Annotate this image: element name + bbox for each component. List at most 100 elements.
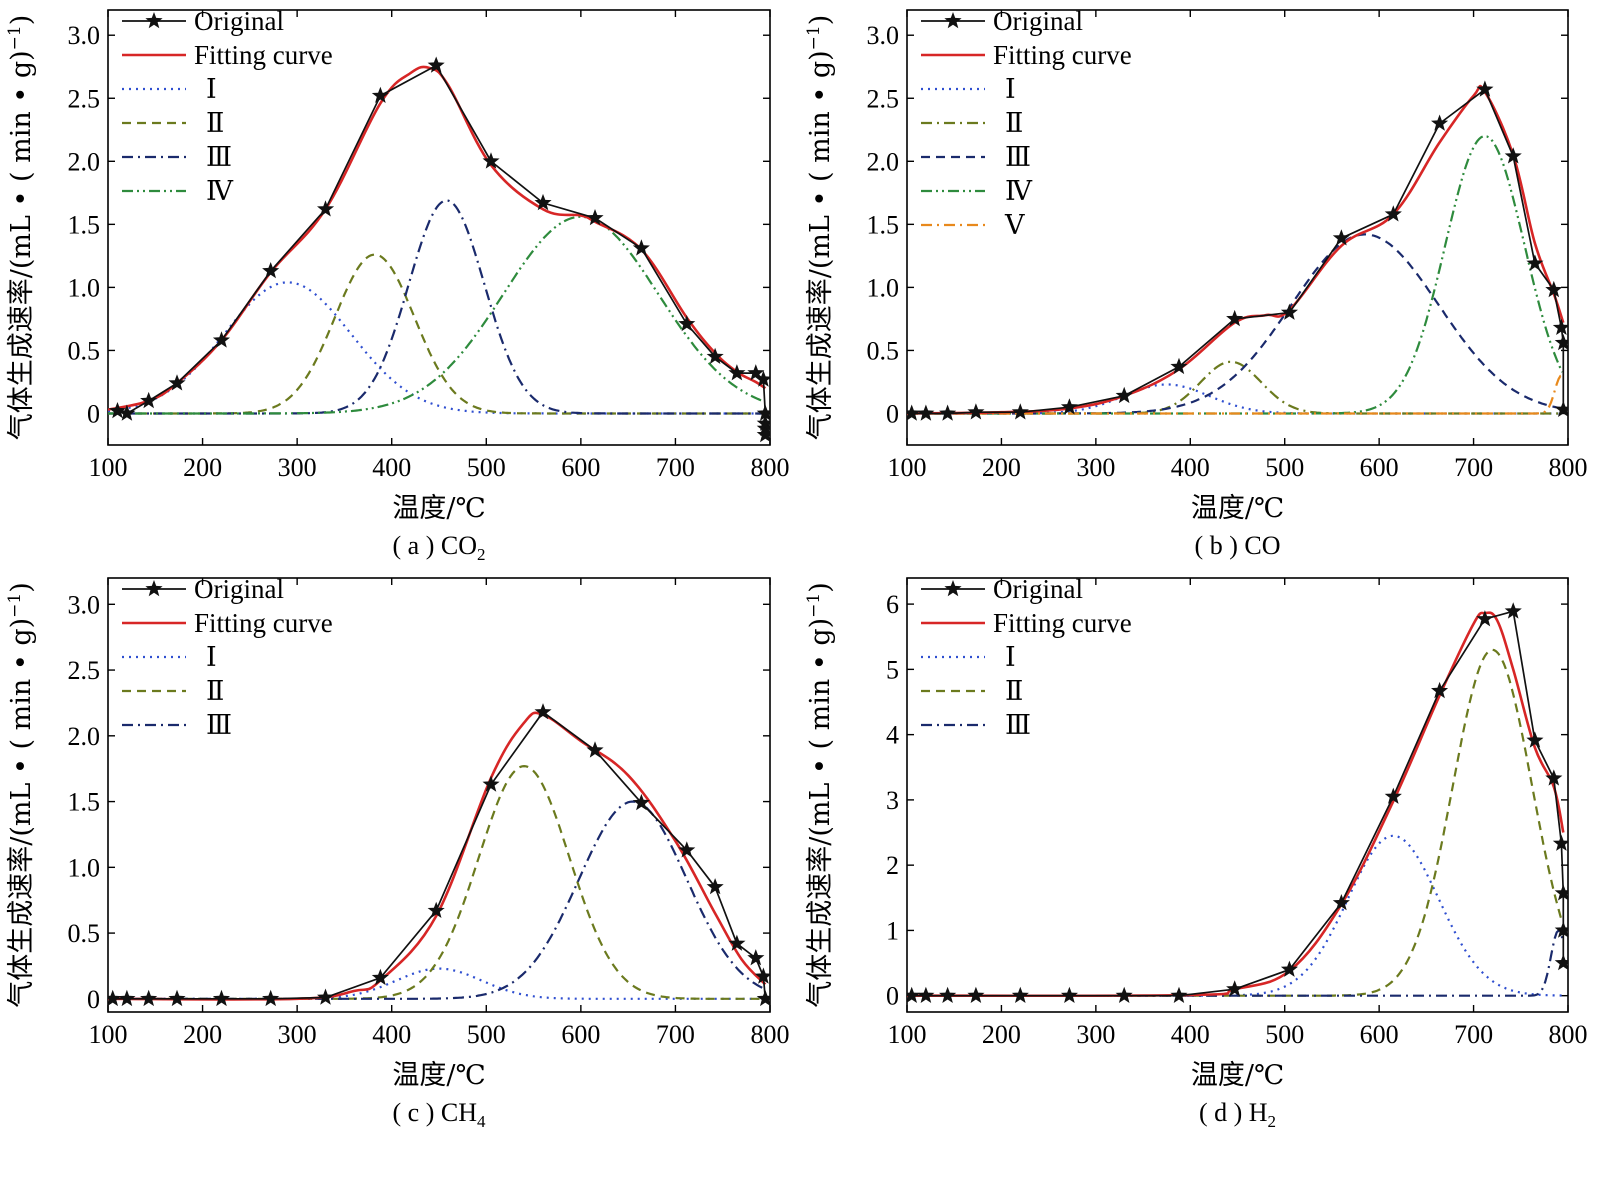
y-tick-label: 1.0 [867, 273, 900, 302]
x-axis-label: 温度/℃ [1191, 1060, 1284, 1091]
x-tick-label: 400 [372, 453, 411, 482]
y-tick-label: 1.5 [68, 210, 101, 239]
original-point [1554, 921, 1568, 938]
legend-label: Ⅴ [1004, 210, 1025, 240]
chart-panel-2: 100 200 300 400 500 600 700 800 0 0.5 1.0 1.5 2.0 2.5… [804, 6, 1588, 560]
legend-label: Ⅰ [1005, 642, 1016, 672]
x-tick-label: 200 [183, 1020, 222, 1049]
original-point [1060, 398, 1078, 415]
original-point [756, 989, 770, 1007]
x-tick-label: 600 [1360, 453, 1399, 482]
x-tick-label: 800 [751, 1020, 790, 1049]
original-point [427, 56, 445, 73]
original-point [1526, 731, 1544, 748]
component-curve-Ⅴ [907, 374, 1563, 415]
component-curve-Ⅰ [108, 281, 765, 415]
y-tick-label: 2.5 [867, 84, 900, 113]
legend-label: Ⅲ [1005, 142, 1031, 172]
plot-area [108, 703, 770, 1007]
legend-label: Ⅲ [206, 142, 232, 172]
component-curve-Ⅳ [108, 215, 765, 415]
x-axis-label: 温度/℃ [392, 493, 485, 524]
y-tick-label: 2.5 [68, 84, 101, 113]
y-tick-label: 0 [886, 982, 899, 1011]
legend-star-original [145, 12, 163, 29]
y-tick-label: 0.5 [68, 336, 101, 365]
original-point [1115, 986, 1133, 1003]
legend-star-original [944, 12, 962, 29]
plot-area [108, 56, 770, 443]
x-tick-label: 500 [467, 1020, 506, 1049]
chart-panel-3: 100 200 300 400 500 600 700 800 0 0.5 1.0 1.5 2.0 2.5… [5, 574, 790, 1131]
x-tick-label: 600 [1360, 1020, 1399, 1049]
x-tick-label: 700 [656, 1020, 695, 1049]
x-tick-label: 800 [751, 453, 790, 482]
original-point [632, 239, 650, 256]
original-point [1504, 147, 1522, 164]
original-point [168, 989, 186, 1007]
y-tick-label: 1 [886, 916, 899, 945]
original-point [534, 703, 552, 720]
original-point [212, 989, 230, 1007]
y-tick-label: 0.5 [867, 336, 900, 365]
legend-label: Ⅳ [206, 176, 234, 206]
x-tick-label: 100 [888, 1020, 927, 1049]
x-tick-label: 500 [1265, 453, 1304, 482]
legend-star-original [944, 580, 962, 597]
component-curve-Ⅲ [108, 800, 765, 1000]
original-line [117, 64, 767, 435]
original-point [706, 347, 724, 364]
legend-label: Ⅲ [206, 710, 232, 740]
y-tick-label: 3.0 [68, 590, 101, 619]
original-point [1226, 309, 1244, 327]
original-point [1170, 986, 1188, 1003]
legend: Original Fitting curve Ⅰ Ⅱ Ⅲ Ⅳ Ⅴ [921, 6, 1132, 240]
y-tick-label: 2.5 [68, 656, 101, 685]
y-tick-label: 2.0 [68, 722, 101, 751]
original-point [1332, 894, 1350, 911]
original-point [482, 152, 500, 169]
y-tick-label: 0 [87, 399, 100, 428]
y-tick-label: 0 [87, 985, 100, 1014]
original-point [1170, 357, 1188, 375]
component-curve-Ⅰ [907, 834, 1563, 997]
legend-label: Ⅲ [1005, 710, 1031, 740]
y-axis-label: 气体生成速率/(mL • ( min • g)−1) [5, 582, 37, 1008]
x-tick-label: 200 [183, 453, 222, 482]
original-point [1554, 954, 1568, 971]
plot-area [907, 602, 1568, 1003]
legend: Original Fitting curve Ⅰ Ⅱ Ⅲ [921, 574, 1132, 740]
original-point [1545, 769, 1563, 786]
x-tick-label: 700 [1454, 453, 1493, 482]
x-tick-label: 700 [1454, 1020, 1493, 1049]
x-tick-label: 300 [1076, 1020, 1115, 1049]
y-tick-label: 3.0 [68, 21, 101, 50]
plot-frame [906, 9, 1569, 446]
x-tick-label: 500 [467, 453, 506, 482]
legend-label: Ⅰ [1005, 74, 1016, 104]
original-point [747, 364, 765, 381]
legend-star-original [145, 580, 163, 597]
original-point [482, 775, 500, 792]
original-point [756, 404, 770, 421]
x-axis-label: 温度/℃ [392, 1060, 485, 1091]
original-point [678, 841, 696, 858]
legend-label: Ⅱ [206, 108, 224, 138]
y-tick-label: 1.5 [68, 788, 101, 817]
x-tick-label: 100 [89, 453, 128, 482]
original-point [1280, 303, 1298, 320]
legend-label: Ⅱ [206, 676, 224, 706]
legend-label: Fitting curve [194, 608, 333, 638]
original-point [118, 404, 136, 421]
original-point [1545, 280, 1563, 298]
y-tick-label: 2.0 [68, 147, 101, 176]
original-point [917, 986, 935, 1003]
original-point [1431, 681, 1449, 699]
original-point [1554, 884, 1568, 901]
legend-label: Fitting curve [194, 40, 333, 70]
original-point [1115, 386, 1133, 404]
chart-panel-1: 100 200 300 400 500 600 700 800 0 0.5 1.0 1.5 2.0 2.5… [5, 6, 790, 564]
x-tick-label: 300 [278, 1020, 317, 1049]
original-point [728, 364, 746, 381]
